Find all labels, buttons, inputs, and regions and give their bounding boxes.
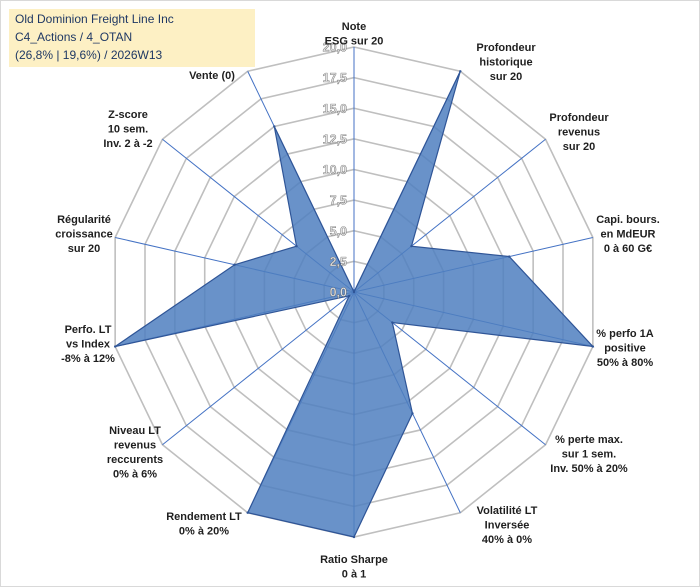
axis-label: Niveau LT revenus reccurents 0% à 6% bbox=[107, 425, 163, 481]
data-point bbox=[410, 244, 413, 248]
axis-label-line: Vente (0) bbox=[189, 70, 235, 82]
axis-label: Profondeur revenus sur 20 bbox=[549, 112, 609, 153]
axis-label-line: 0 à 1 bbox=[342, 569, 366, 581]
axis-label-line: revenus bbox=[114, 440, 156, 452]
axis-label-line: croissance bbox=[55, 229, 112, 241]
tick-layer: 0,0 2,5 5,0 7,5 10,0 12,5 15,0 17,5 20,0 bbox=[322, 40, 347, 300]
axis-label-line: Profondeur bbox=[476, 42, 536, 54]
axis-label-line: Perfo. LT bbox=[65, 324, 112, 336]
axis-label-line: 0% à 20% bbox=[179, 526, 229, 538]
axis-label-line: en MdEUR bbox=[601, 229, 656, 241]
tick-label: 12,5 bbox=[323, 132, 347, 146]
axis-label-line: sur 1 sem. bbox=[562, 449, 616, 461]
tick-label: 20,0 bbox=[323, 41, 347, 55]
axis-label-line: ESG sur 20 bbox=[325, 36, 384, 48]
axis-label-line: Volatilité LT bbox=[477, 505, 538, 517]
data-point bbox=[273, 125, 276, 128]
axis-label: % perfo 1A positive 50% à 80% bbox=[596, 328, 654, 369]
data-point bbox=[591, 345, 595, 348]
axis-label-line: historique bbox=[479, 57, 532, 69]
axis-label: Volatilité LT Inversée 40% à 0% bbox=[477, 505, 538, 546]
axis-label-line: Régularité bbox=[57, 214, 111, 226]
tick-label: 10,0 bbox=[323, 163, 347, 177]
axis-label-line: -8% à 12% bbox=[61, 353, 115, 365]
data-point bbox=[295, 244, 298, 248]
axis-label-line: sur 20 bbox=[490, 71, 522, 83]
data-point bbox=[508, 255, 511, 258]
data-point bbox=[352, 290, 356, 294]
chart-title-stats: (26,8% | 19,6%) / 2026W13 bbox=[15, 48, 163, 62]
axis-label: Note ESG sur 20 bbox=[325, 21, 384, 48]
title-box: Old Dominion Freight Line Inc C4_Actions… bbox=[9, 9, 255, 67]
data-point bbox=[411, 412, 414, 415]
tick-label: 15,0 bbox=[323, 102, 347, 116]
axis-label: Rendement LT 0% à 20% bbox=[166, 511, 242, 538]
axis-label: Profondeur historique sur 20 bbox=[476, 42, 536, 83]
data-point bbox=[233, 263, 236, 266]
data-point bbox=[348, 294, 351, 298]
chart-title-company: Old Dominion Freight Line Inc bbox=[15, 12, 174, 26]
axis-label: Régularité croissance sur 20 bbox=[55, 214, 112, 255]
axis-label-line: revenus bbox=[558, 127, 600, 139]
tick-label: 7,5 bbox=[330, 194, 347, 208]
chart-title-category: C4_Actions / 4_OTAN bbox=[15, 30, 133, 44]
axis-label-line: Ratio Sharpe bbox=[320, 554, 388, 566]
axis-label-line: Rendement LT bbox=[166, 511, 242, 523]
data-point bbox=[352, 535, 356, 539]
axis-label: % perte max. sur 1 sem. Inv. 50% à 20% bbox=[550, 434, 628, 475]
axis-label-line: Inversée bbox=[485, 520, 530, 532]
tick-label: 5,0 bbox=[330, 224, 347, 238]
data-point bbox=[113, 345, 117, 348]
axis-label-line: Z-score bbox=[108, 109, 148, 121]
axis-spoke bbox=[162, 291, 355, 446]
axis-label-line: Niveau LT bbox=[109, 425, 161, 437]
axis-label: Ratio Sharpe 0 à 1 bbox=[320, 554, 388, 581]
axis-label-line: positive bbox=[604, 343, 646, 355]
axis-label-line: 10 sem. bbox=[108, 124, 148, 136]
data-point bbox=[459, 70, 462, 73]
axis-label-line: 0 à 60 G€ bbox=[604, 243, 652, 255]
tick-label: 17,5 bbox=[323, 71, 347, 85]
data-point bbox=[246, 511, 249, 514]
axis-label: Z-score 10 sem. Inv. 2 à -2 bbox=[103, 109, 152, 150]
axis-label-line: Capi. bours. bbox=[596, 214, 660, 226]
data-point bbox=[391, 321, 394, 324]
axis-label-line: Profondeur bbox=[549, 112, 609, 124]
axis-label-line: 0% à 6% bbox=[113, 469, 157, 481]
axis-label-line: Inv. 50% à 20% bbox=[550, 463, 628, 475]
area-layer bbox=[113, 70, 595, 539]
axis-label-line: Inv. 2 à -2 bbox=[103, 138, 152, 150]
axis-label-line: vs Index bbox=[66, 339, 111, 351]
axis-label-line: % perte max. bbox=[555, 434, 623, 446]
axis-label: Capi. bours. en MdEUR 0 à 60 G€ bbox=[596, 214, 660, 255]
tick-label: 2,5 bbox=[330, 255, 347, 269]
tick-label: 0,0 bbox=[330, 286, 347, 300]
axis-label: Perfo. LT vs Index -8% à 12% bbox=[61, 324, 115, 365]
axis-label-line: reccurents bbox=[107, 454, 163, 466]
axis-label-line: 40% à 0% bbox=[482, 534, 532, 546]
axis-label-line: Note bbox=[342, 21, 366, 33]
axis-label-line: sur 20 bbox=[68, 243, 100, 255]
axis-label-line: sur 20 bbox=[563, 141, 595, 153]
axis-label-line: % perfo 1A bbox=[596, 328, 654, 340]
axis-label-line: 50% à 80% bbox=[597, 357, 653, 369]
